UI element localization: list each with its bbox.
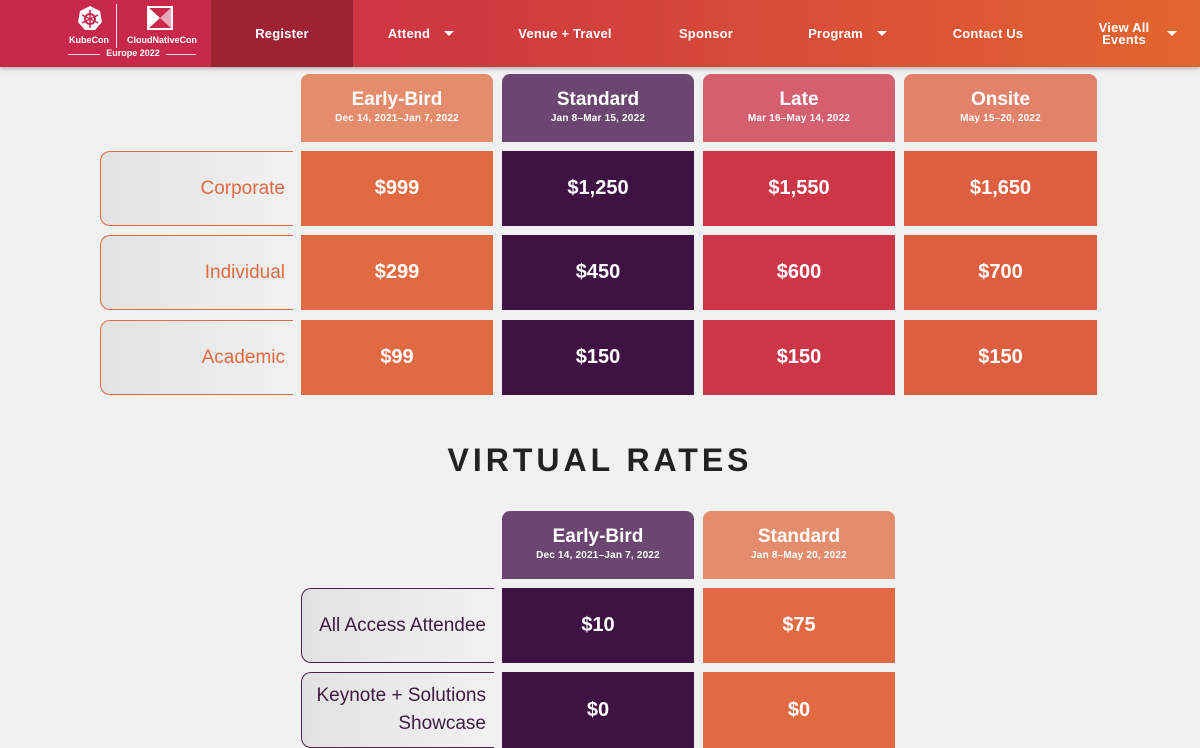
- row-label-academic: Academic: [100, 320, 293, 395]
- row-label-text: All Access Attendee: [319, 614, 486, 636]
- price-cell: $0: [502, 672, 694, 748]
- column-title: Late: [779, 89, 819, 110]
- row-label-individual: Individual: [100, 235, 293, 310]
- inperson-header-late: Late Mar 16–May 14, 2022: [703, 74, 895, 142]
- nav-register[interactable]: Register: [211, 0, 353, 67]
- nav-view-all-line2: Events: [1102, 31, 1146, 47]
- logo-divider: [116, 4, 117, 48]
- top-nav: KubeCon CloudNativeCon Europe 2022 Regis…: [0, 0, 1200, 67]
- virtual-rates-heading: VIRTUAL RATES: [447, 442, 753, 478]
- nav-register-label: Register: [255, 26, 309, 41]
- edition-label: Europe 2022: [106, 48, 160, 58]
- row-label-corporate: Corporate: [100, 151, 293, 226]
- chevron-down-icon: [444, 31, 455, 36]
- column-title: Onsite: [970, 89, 1031, 110]
- nav-sponsor[interactable]: Sponsor: [660, 0, 752, 67]
- column-title: Standard: [556, 89, 640, 110]
- price-cell: $150: [904, 320, 1097, 395]
- inperson-header-standard: Standard Jan 8–Mar 15, 2022: [502, 74, 694, 142]
- cloudnativecon-wordmark: CloudNativeCon: [126, 35, 197, 45]
- edition-rule-right: [166, 54, 196, 55]
- nav-view-all-events[interactable]: View All Events: [1076, 0, 1200, 67]
- column-dates: Jan 8–Mar 15, 2022: [550, 113, 646, 124]
- row-label-line1: Keynote + Solutions: [316, 685, 486, 706]
- kubernetes-wheel-icon: [78, 6, 102, 30]
- column-dates: Dec 14, 2021–Jan 7, 2022: [335, 113, 459, 124]
- nav-attend-label: Attend: [387, 26, 431, 41]
- row-label-text: Individual: [204, 261, 285, 283]
- price-cell: $0: [703, 672, 895, 748]
- nav-program-label: Program: [808, 26, 863, 41]
- price-cell: $150: [502, 320, 694, 395]
- price-cell: $1,650: [904, 151, 1097, 226]
- column-dates: Jan 8–May 20, 2022: [751, 550, 847, 561]
- kubecon-logo[interactable]: KubeCon CloudNativeCon Europe 2022: [0, 0, 211, 67]
- row-label-text: Corporate: [200, 177, 286, 199]
- nav-contact-us[interactable]: Contact Us: [938, 0, 1038, 67]
- nav-contact-us-label: Contact Us: [952, 26, 1024, 41]
- price-cell: $999: [301, 151, 493, 226]
- column-title: Standard: [757, 526, 841, 547]
- inperson-header-early-bird: Early-Bird Dec 14, 2021–Jan 7, 2022: [301, 74, 493, 142]
- price-cell: $150: [703, 320, 895, 395]
- price-cell: $99: [301, 320, 493, 395]
- nav-attend[interactable]: Attend: [366, 0, 476, 67]
- virtual-header-standard: Standard Jan 8–May 20, 2022: [703, 511, 895, 579]
- nav-sponsor-label: Sponsor: [678, 26, 734, 41]
- nav-program[interactable]: Program: [795, 0, 900, 67]
- price-cell: $1,550: [703, 151, 895, 226]
- edition-rule-left: [68, 54, 100, 55]
- cloudnativecon-icon: [147, 6, 173, 30]
- row-label-all-access-attendee: All Access Attendee: [301, 588, 494, 663]
- price-cell: $600: [703, 235, 895, 310]
- nav-view-all-line1: View All: [1098, 19, 1150, 35]
- column-title: Early-Bird: [351, 89, 443, 110]
- row-label-line2: Showcase: [398, 713, 486, 734]
- column-title: Early-Bird: [552, 526, 644, 547]
- price-cell: $1,250: [502, 151, 694, 226]
- price-cell: $10: [502, 588, 694, 663]
- column-dates: May 15–20, 2022: [960, 113, 1041, 124]
- price-cell: $700: [904, 235, 1097, 310]
- chevron-down-icon: [876, 31, 887, 36]
- column-dates: Mar 16–May 14, 2022: [747, 113, 851, 124]
- kubecon-wordmark: KubeCon: [69, 35, 109, 45]
- nav-venue-travel-label: Venue + Travel: [518, 26, 612, 41]
- row-label-keynote-solutions-showcase: Keynote + Solutions Showcase: [301, 672, 494, 748]
- price-cell: $75: [703, 588, 895, 663]
- inperson-header-onsite: Onsite May 15–20, 2022: [904, 74, 1097, 142]
- chevron-down-icon: [1167, 31, 1178, 36]
- column-dates: Dec 14, 2021–Jan 7, 2022: [536, 550, 660, 561]
- nav-venue-travel[interactable]: Venue + Travel: [505, 0, 625, 67]
- virtual-header-early-bird: Early-Bird Dec 14, 2021–Jan 7, 2022: [502, 511, 694, 579]
- price-cell: $299: [301, 235, 493, 310]
- price-cell: $450: [502, 235, 694, 310]
- row-label-text: Academic: [201, 346, 285, 368]
